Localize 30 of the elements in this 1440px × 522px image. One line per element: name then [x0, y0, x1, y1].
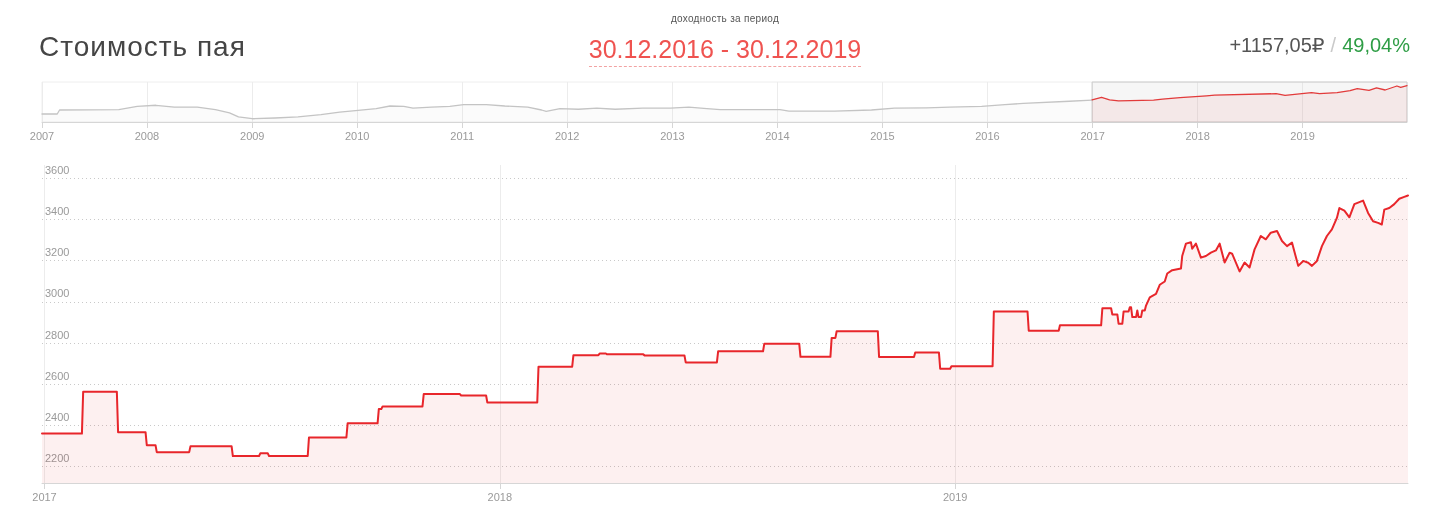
- y-tick-label: 2600: [45, 369, 70, 382]
- y-tick-label: 3000: [45, 287, 70, 300]
- x-tick-label: 2008: [134, 129, 160, 142]
- text: доходность за период: [670, 13, 780, 24]
- x-tick-label: 2019: [1290, 129, 1315, 142]
- x-tick-label: 2018: [1185, 129, 1210, 142]
- x-tick-label: 2019: [942, 490, 968, 503]
- chart-title: Стоимость пая: [39, 31, 246, 62]
- x-tick-label: 2013: [660, 129, 685, 142]
- x-tick-label: 2007: [29, 129, 55, 142]
- x-tick-label: 2018: [487, 490, 513, 503]
- y-tick-label: 3200: [45, 246, 70, 259]
- text: /: [1330, 34, 1337, 56]
- x-tick-label: 2016: [975, 129, 1000, 142]
- y-tick-label: 3600: [45, 163, 70, 176]
- y-tick-label: 2400: [45, 410, 70, 423]
- x-tick-label: 2012: [554, 129, 580, 142]
- x-tick-label: 2010: [344, 129, 370, 142]
- x-tick-label: 2015: [870, 129, 895, 142]
- x-tick-label: 2017: [32, 490, 57, 503]
- x-tick-label: 2017: [1080, 129, 1105, 142]
- x-tick-label: 2009: [240, 129, 265, 142]
- y-tick-label: 2200: [45, 452, 70, 465]
- y-tick-label: 3400: [45, 205, 70, 218]
- text: 30.12.2016 - 30.12.2019: [588, 35, 862, 63]
- x-tick-label: 2011: [450, 129, 475, 142]
- x-tick-label: 2014: [765, 129, 790, 142]
- text: +1157,05₽: [1229, 34, 1325, 56]
- text: 49,04%: [1342, 34, 1410, 56]
- y-tick-label: 2800: [45, 328, 70, 341]
